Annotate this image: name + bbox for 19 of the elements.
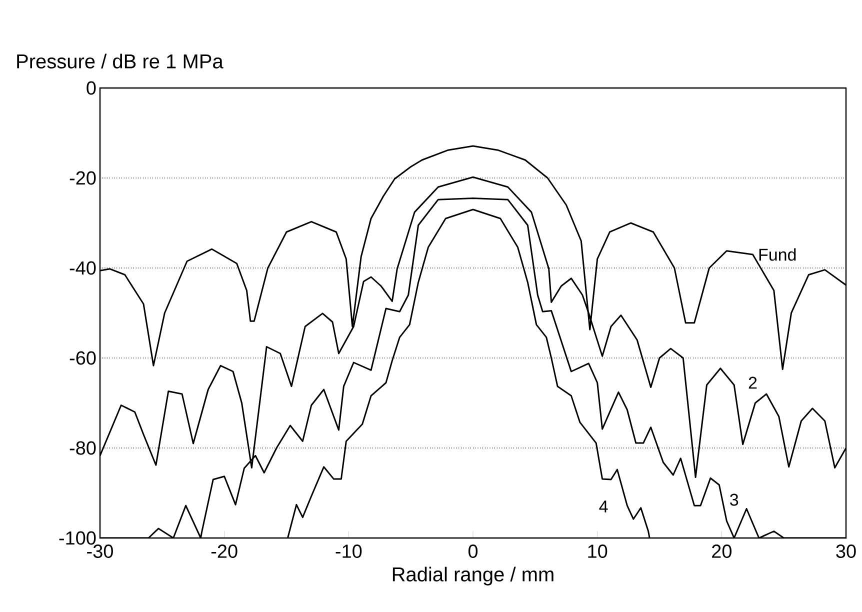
y-tick-label: -100 (59, 531, 96, 545)
series-label: 2 (748, 376, 757, 389)
y-tick-label: -20 (70, 171, 96, 185)
x-tick-label: -30 (87, 544, 113, 558)
y-tick-label: -80 (70, 441, 96, 455)
x-tick-label: -10 (336, 544, 362, 558)
x-tick-label: 10 (588, 544, 608, 558)
y-tick-label: -60 (70, 351, 96, 365)
series-label: Fund (759, 248, 796, 261)
y-tick-label: -40 (70, 261, 96, 275)
series-label: 4 (599, 500, 608, 512)
series-label: 3 (730, 494, 738, 506)
y-tick-label: 0 (86, 81, 96, 95)
x-tick-label: -20 (211, 544, 238, 558)
x-tick-label: 20 (712, 544, 732, 558)
x-tick-label: 0 (468, 544, 478, 558)
y-axis-title: Pressure / dB re 1 MPa (17, 54, 224, 68)
x-tick-label: 30 (836, 544, 856, 558)
x-axis-title: Radial range / mm (392, 566, 554, 586)
